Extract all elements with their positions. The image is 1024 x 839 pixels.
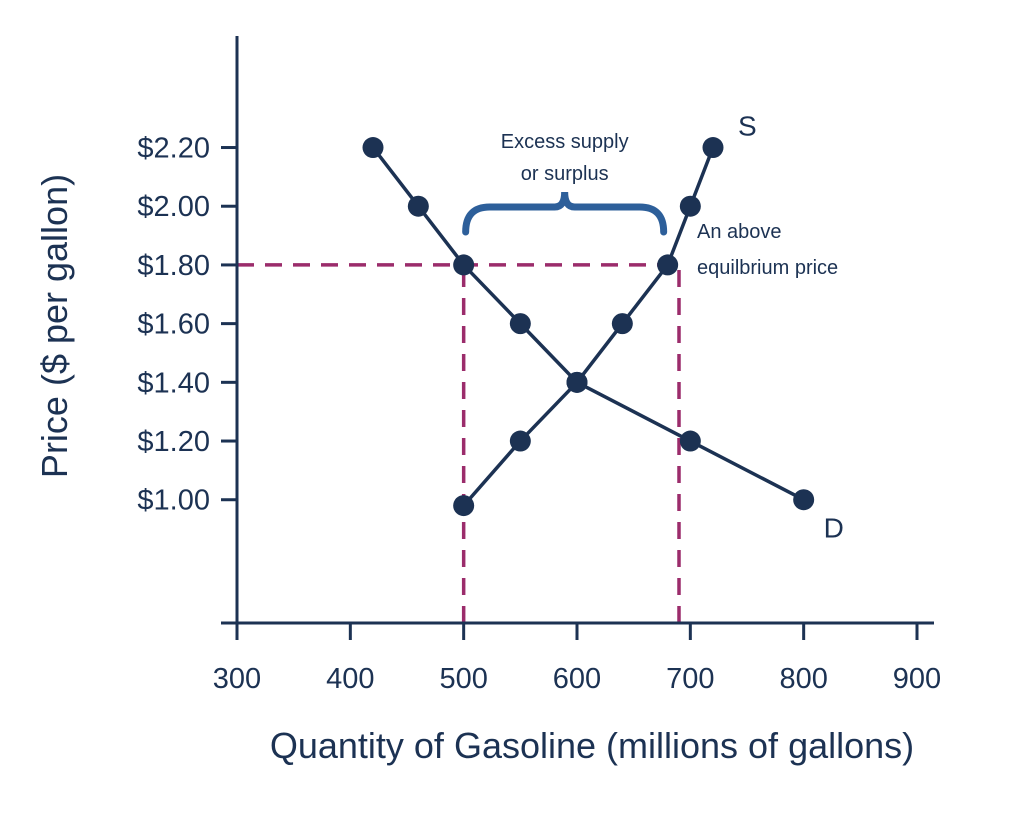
series-D-point (407, 195, 429, 217)
series-S-point (702, 137, 724, 159)
x-axis-title: Quantity of Gasoline (millions of gallon… (270, 725, 914, 766)
y-tick-label: $1.00 (137, 485, 210, 517)
price-note-line-2: equilbrium price (697, 257, 838, 279)
x-tick-label: 800 (779, 663, 827, 695)
y-tick-label: $1.20 (137, 426, 210, 458)
y-tick-label: $1.60 (137, 309, 210, 341)
x-tick-label: 900 (893, 663, 941, 695)
series-D-point (679, 430, 701, 452)
x-tick-label: 300 (213, 663, 261, 695)
y-tick-label: $1.80 (137, 250, 210, 282)
y-tick-label: $1.40 (137, 367, 210, 399)
series-S-point (509, 430, 531, 452)
series-S-point (453, 495, 475, 517)
series-S-point (679, 195, 701, 217)
series-S-point (611, 313, 633, 335)
y-tick-label: $2.20 (137, 133, 210, 165)
x-tick-label: 700 (666, 663, 714, 695)
series-D-point (509, 313, 531, 335)
bracket-label-line-1: Excess supply (501, 131, 629, 153)
axes: $1.00 $1.20 $1.40 $1.60 $1.80 $2.00 $2.20 300 40… (34, 36, 941, 766)
series-S-label: S (738, 111, 757, 142)
reference-lines (237, 263, 681, 623)
series-D-point (453, 254, 475, 276)
y-axis-title: Price ($ per gallon) (34, 174, 75, 478)
series-S-point (657, 254, 679, 276)
bracket-label-line-2: or surplus (521, 163, 609, 185)
series-D-label: D (824, 513, 844, 544)
series-D-point (793, 489, 815, 511)
series-D-line (371, 146, 805, 502)
series-S-line (462, 146, 715, 507)
series-D-point (362, 137, 384, 159)
y-tick-label: $2.00 (137, 191, 210, 223)
x-tick-label: 400 (326, 663, 374, 695)
series-layer: SD (362, 111, 844, 544)
x-tick-label: 500 (439, 663, 487, 695)
annotations: Excess supply or surplus An above equilbriu… (462, 131, 838, 279)
surplus-bracket (462, 191, 668, 236)
series-D-point (566, 371, 588, 393)
x-tick-label: 600 (553, 663, 601, 695)
price-note-line-1: An above (697, 221, 782, 243)
